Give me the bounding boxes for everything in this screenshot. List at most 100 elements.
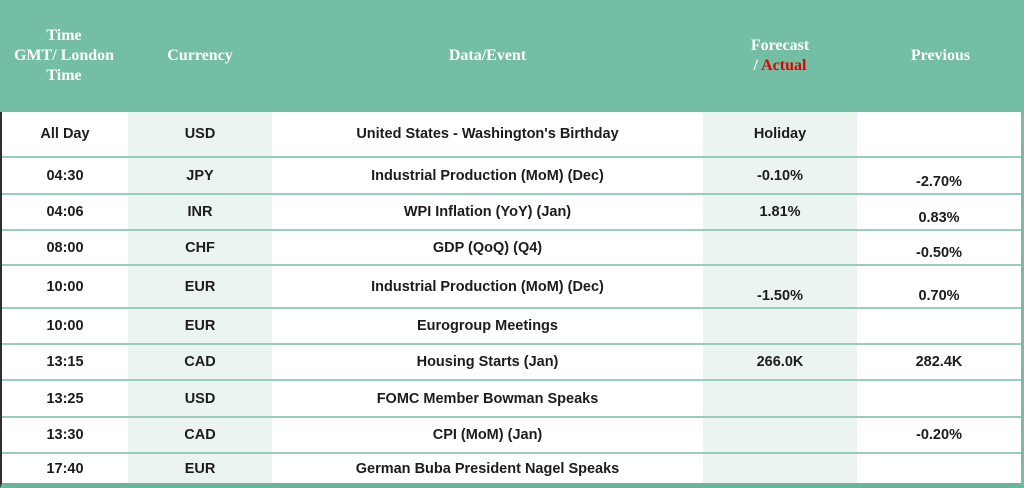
header-time-line1: Time — [46, 27, 82, 44]
header-actual-line: / Actual — [754, 56, 807, 76]
table-row: 13:15 CAD Housing Starts (Jan) 266.0K 28… — [2, 343, 1021, 379]
time-value: 04:06 — [46, 204, 84, 220]
forecast-actual-value: -0.10% — [757, 167, 803, 184]
currency-cell: CAD — [128, 418, 272, 452]
event-value: United States - Washington's Birthday — [356, 126, 619, 142]
time-cell: 13:25 — [2, 381, 128, 416]
currency-cell: CHF — [128, 231, 272, 264]
event-value: CPI (MoM) (Jan) — [432, 427, 543, 443]
currency-value: USD — [184, 126, 216, 142]
time-value: 10:00 — [46, 318, 84, 334]
forecast-actual-value: 1.81% — [759, 204, 801, 220]
currency-cell: EUR — [128, 309, 272, 343]
event-value: FOMC Member Bowman Speaks — [376, 390, 599, 407]
currency-value: EUR — [184, 460, 216, 477]
header-actual-label: Actual — [761, 57, 807, 74]
time-value: 13:25 — [46, 390, 84, 407]
event-value: WPI Inflation (YoY) (Jan) — [403, 204, 572, 220]
currency-value: CHF — [185, 239, 215, 256]
table-row: 08:00 CHF GDP (QoQ) (Q4) -0.50% — [2, 229, 1021, 264]
event-value: Industrial Production (MoM) (Dec) — [371, 278, 604, 295]
table-header: Time GMT/ London Time Currency Data/Even… — [0, 0, 1024, 112]
event-value: Eurogroup Meetings — [417, 318, 558, 334]
event-value: Housing Starts (Jan) — [416, 354, 559, 370]
table-row: All Day USD United States - Washington's… — [2, 112, 1021, 156]
time-cell: 13:30 — [2, 418, 128, 452]
header-forecast-actual: Forecast / Actual — [703, 0, 857, 112]
previous-value: 282.4K — [915, 354, 963, 370]
event-value: German Buba President Nagel Speaks — [355, 460, 620, 477]
forecast-slash: / — [753, 57, 762, 74]
header-time-line2: GMT/ London — [13, 47, 115, 64]
forecast-actual-cell — [703, 381, 857, 416]
currency-value: EUR — [184, 318, 216, 334]
event-cell: GDP (QoQ) (Q4) — [272, 231, 703, 264]
currency-cell: JPY — [128, 158, 272, 193]
time-cell: 04:06 — [2, 195, 128, 229]
forecast-actual-cell: 266.0K — [703, 345, 857, 379]
time-value: All Day — [40, 126, 90, 142]
currency-cell: USD — [128, 112, 272, 156]
event-cell: Industrial Production (MoM) (Dec) — [272, 158, 703, 193]
event-value: GDP (QoQ) (Q4) — [432, 239, 543, 256]
time-cell: 10:00 — [2, 266, 128, 307]
currency-value: CAD — [184, 427, 216, 443]
currency-cell: EUR — [128, 266, 272, 307]
event-cell: United States - Washington's Birthday — [272, 112, 703, 156]
time-cell: 10:00 — [2, 309, 128, 343]
table-row: 13:25 USD FOMC Member Bowman Speaks — [2, 379, 1021, 416]
event-cell: WPI Inflation (YoY) (Jan) — [272, 195, 703, 229]
forecast-actual-cell: -0.10% — [703, 158, 857, 193]
forecast-actual-value: -1.50% — [757, 288, 803, 304]
header-previous: Previous — [910, 47, 971, 64]
event-cell: FOMC Member Bowman Speaks — [272, 381, 703, 416]
time-cell: 04:30 — [2, 158, 128, 193]
table-row: 10:00 EUR Eurogroup Meetings — [2, 307, 1021, 343]
currency-cell: INR — [128, 195, 272, 229]
time-value: 13:30 — [46, 427, 84, 443]
currency-value: CAD — [184, 354, 216, 370]
currency-value: EUR — [184, 278, 216, 295]
forecast-actual-cell — [703, 418, 857, 452]
currency-value: JPY — [186, 167, 214, 184]
time-cell: 08:00 — [2, 231, 128, 264]
forecast-actual-cell — [703, 231, 857, 264]
previous-cell — [857, 112, 1021, 156]
time-value: 08:00 — [46, 239, 84, 256]
table-row: 04:06 INR WPI Inflation (YoY) (Jan) 1.81… — [2, 193, 1021, 229]
header-time: Time GMT/ London Time — [0, 0, 128, 112]
currency-cell: EUR — [128, 454, 272, 483]
forecast-actual-value: 266.0K — [756, 354, 804, 370]
previous-cell — [857, 454, 1021, 483]
time-value: 13:15 — [46, 354, 84, 370]
event-value: Industrial Production (MoM) (Dec) — [371, 167, 604, 184]
header-time-line3: Time — [46, 67, 82, 84]
time-cell: All Day — [2, 112, 128, 156]
forecast-actual-cell: 1.81% — [703, 195, 857, 229]
forecast-actual-cell: -1.50% — [703, 266, 857, 307]
forecast-actual-value: Holiday — [753, 126, 807, 142]
event-cell: German Buba President Nagel Speaks — [272, 454, 703, 483]
previous-cell: 0.70% — [857, 266, 1021, 307]
previous-cell: 282.4K — [857, 345, 1021, 379]
header-forecast-label: Forecast — [750, 37, 810, 54]
table-row: 04:30 JPY Industrial Production (MoM) (D… — [2, 156, 1021, 193]
currency-value: INR — [187, 204, 213, 220]
event-cell: Housing Starts (Jan) — [272, 345, 703, 379]
forecast-actual-cell — [703, 309, 857, 343]
previous-value: -0.50% — [916, 245, 962, 261]
previous-value: 0.70% — [918, 288, 960, 304]
currency-cell: CAD — [128, 345, 272, 379]
event-cell: CPI (MoM) (Jan) — [272, 418, 703, 452]
currency-value: USD — [184, 390, 216, 407]
table-row: 10:00 EUR Industrial Production (MoM) (D… — [2, 264, 1021, 307]
event-cell: Industrial Production (MoM) (Dec) — [272, 266, 703, 307]
header-currency: Currency — [167, 47, 233, 64]
previous-cell — [857, 381, 1021, 416]
currency-cell: USD — [128, 381, 272, 416]
forecast-actual-cell: Holiday — [703, 112, 857, 156]
previous-cell: -0.20% — [857, 418, 1021, 452]
previous-cell: 0.83% — [857, 195, 1021, 229]
table-row: 13:30 CAD CPI (MoM) (Jan) -0.20% — [2, 416, 1021, 452]
